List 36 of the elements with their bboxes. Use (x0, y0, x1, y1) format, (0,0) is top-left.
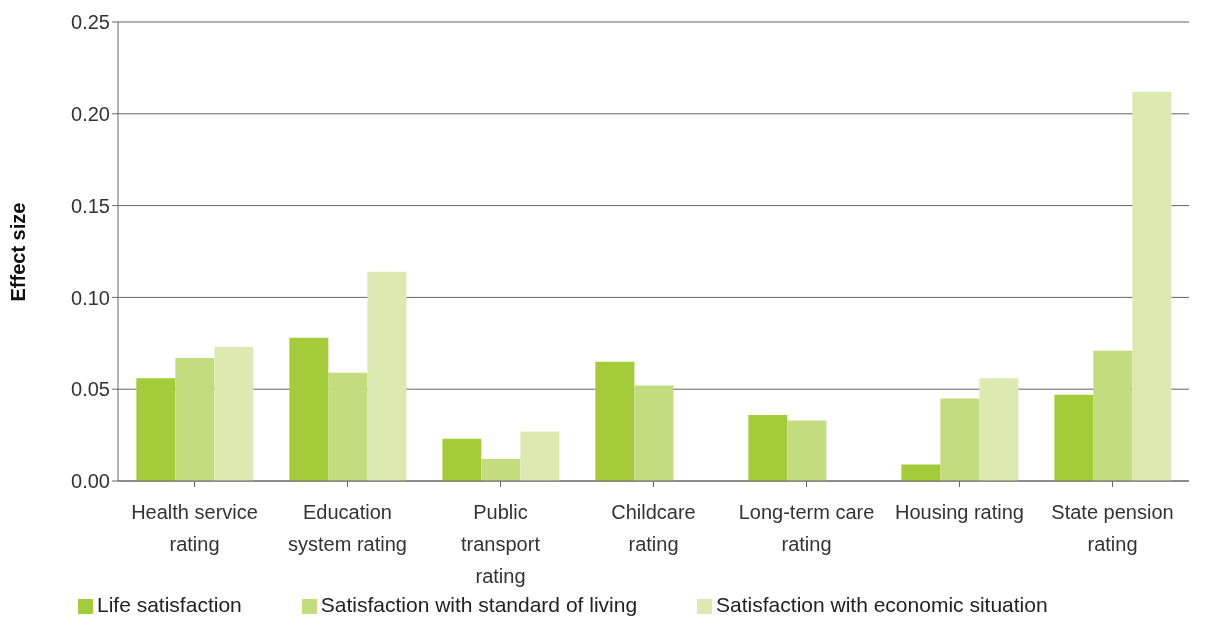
bar (634, 385, 674, 481)
bar (175, 357, 215, 481)
y-tick-label: 0.00 (71, 470, 110, 493)
legend-label: Life satisfaction (97, 593, 242, 616)
y-tick-label: 0.25 (71, 11, 110, 34)
legend-label: Satisfaction with economic situation (716, 593, 1048, 616)
x-tick-label: Childcare rating (611, 501, 696, 555)
x-tick-label: Education system rating (288, 501, 407, 555)
y-tick-label: 0.10 (71, 286, 110, 309)
y-tick-label: 0.20 (71, 102, 110, 125)
bar (1054, 394, 1094, 481)
bar (136, 378, 176, 481)
bar (442, 438, 482, 481)
bar (328, 372, 368, 481)
y-tick-label: 0.15 (71, 194, 110, 217)
x-tick-label: State pension rating (1051, 501, 1174, 555)
bar (520, 431, 560, 481)
bar (1093, 350, 1133, 481)
bar (979, 378, 1019, 481)
x-tick-label: Public transport rating (461, 501, 541, 587)
bar (748, 414, 788, 481)
bar (289, 337, 329, 481)
y-axis-title: Effect size (7, 202, 30, 302)
bar (940, 398, 980, 481)
bar (1132, 91, 1172, 481)
x-tick-label: Housing rating (895, 501, 1024, 523)
x-tick-label: Health service rating (131, 501, 258, 555)
bar (481, 458, 521, 481)
x-tick-label: Long-term care rating (738, 501, 875, 555)
bar (214, 346, 254, 481)
y-tick-label: 0.05 (71, 378, 110, 401)
bar (787, 420, 827, 481)
bar (367, 271, 407, 481)
bar (595, 361, 635, 481)
bar (901, 464, 941, 481)
legend-label: Satisfaction with standard of living (320, 593, 638, 616)
